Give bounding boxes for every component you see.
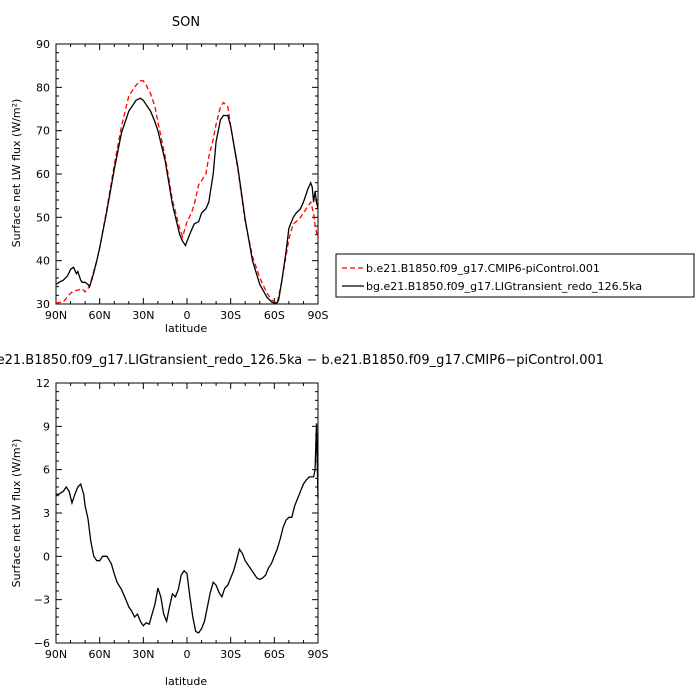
bottom-y-tick-label: 12 — [36, 377, 50, 390]
bottom-chart-title: bg.e21.B1850.f09_g17.LIGtransient_redo_1… — [0, 353, 604, 368]
bottom-chart-plot-area — [56, 423, 319, 634]
legend-label-series-2: bg.e21.B1850.f09_g17.LIGtransient_redo_1… — [366, 280, 642, 293]
top-x-tick-label: 90S — [308, 309, 329, 322]
bottom-chart-ticks: 90N 60N 30N 0 30S 60S 90S −6 −3 0 3 6 9 12 — [34, 377, 329, 661]
top-series-line-2 — [55, 97, 319, 304]
top-series-line-1 — [55, 80, 319, 305]
bottom-y-tick-label: 9 — [43, 420, 50, 433]
top-x-tick-label: 90N — [45, 309, 67, 322]
top-x-tick-label: 60N — [89, 309, 111, 322]
bottom-x-tick-label: 90S — [308, 648, 329, 661]
bottom-x-tick-label: 60S — [264, 648, 285, 661]
top-chart: SON Surface net LW flux (W/m²) latitude … — [10, 15, 695, 335]
top-y-tick-label: 80 — [36, 81, 50, 94]
top-x-tick-label: 30S — [220, 309, 241, 322]
bottom-y-tick-label: −6 — [34, 637, 50, 650]
top-chart-x-label: latitude — [165, 322, 207, 335]
top-y-tick-label: 30 — [36, 298, 50, 311]
top-y-tick-label: 50 — [36, 211, 50, 224]
bottom-x-tick-label: 30N — [132, 648, 154, 661]
bottom-chart-y-label: Surface net LW flux (W/m²) — [10, 439, 23, 588]
top-x-tick-label: 30N — [132, 309, 154, 322]
bottom-series-line-1 — [56, 423, 319, 634]
top-y-tick-label: 70 — [36, 125, 50, 138]
top-y-tick-label: 60 — [36, 168, 50, 181]
bottom-chart: bg.e21.B1850.f09_g17.LIGtransient_redo_1… — [0, 353, 604, 688]
top-chart-legend: b.e21.B1850.f09_g17.CMIP6-piControl.001 … — [335, 253, 695, 298]
top-x-tick-label: 60S — [264, 309, 285, 322]
bottom-x-tick-label: 60N — [89, 648, 111, 661]
top-chart-ticks: 90N 60N 30N 0 30S 60S 90S 30 40 50 60 70 80 90 — [36, 38, 329, 322]
bottom-y-tick-label: 0 — [43, 550, 50, 563]
top-y-tick-label: 90 — [36, 38, 50, 51]
bottom-chart-x-label: latitude — [165, 675, 207, 688]
bottom-y-tick-label: 6 — [43, 464, 50, 477]
bottom-x-tick-label: 0 — [184, 648, 191, 661]
bottom-chart-frame — [55, 382, 319, 644]
top-chart-y-label: Surface net LW flux (W/m²) — [10, 99, 23, 248]
top-chart-title: SON — [172, 15, 200, 30]
top-x-tick-label: 0 — [184, 309, 191, 322]
bottom-y-tick-label: −3 — [34, 594, 50, 607]
legend-label-series-1: b.e21.B1850.f09_g17.CMIP6-piControl.001 — [366, 262, 600, 275]
legend-box — [335, 253, 695, 298]
bottom-x-tick-label: 90N — [45, 648, 67, 661]
top-y-tick-label: 40 — [36, 255, 50, 268]
bottom-x-tick-label: 30S — [220, 648, 241, 661]
top-chart-plot-area — [55, 80, 319, 305]
bottom-y-tick-label: 3 — [43, 507, 50, 520]
